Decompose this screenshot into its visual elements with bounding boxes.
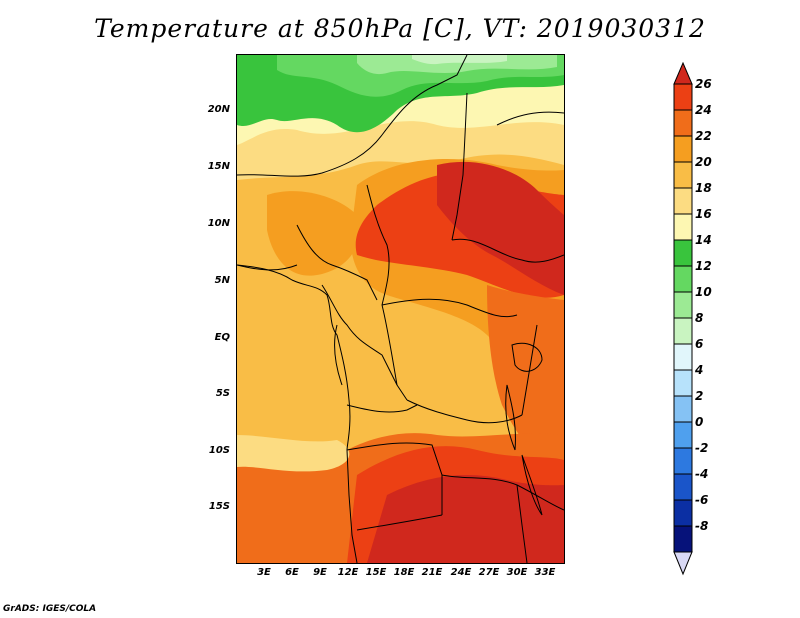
colorbar-top-arrow xyxy=(673,62,693,85)
lon-label-12e: 12E xyxy=(337,567,359,578)
lon-label-24e: 24E xyxy=(450,567,472,578)
colorbar-swatch xyxy=(673,135,693,163)
lat-label-10n: 10N xyxy=(207,218,230,229)
field-south-core xyxy=(367,475,564,563)
lake-outlines xyxy=(505,342,543,516)
field-east-orange xyxy=(487,285,564,475)
colorbar-swatch xyxy=(673,239,693,267)
colorbar-level-label: 26 xyxy=(695,77,712,91)
map-panel xyxy=(236,54,565,564)
footer-credit: GrADS: IGES/COLA xyxy=(3,604,97,614)
colorbar-level-label: 0 xyxy=(695,415,704,429)
colorbar-graphic xyxy=(673,62,693,576)
lon-label-33e: 33E xyxy=(534,567,556,578)
lat-label-eq: EQ xyxy=(214,332,230,343)
colorbar-level-label: 16 xyxy=(695,207,712,221)
colorbar-swatch xyxy=(673,395,693,423)
lon-label-6e: 6E xyxy=(285,567,299,578)
colorbar-swatch xyxy=(673,473,693,501)
colorbar-swatch xyxy=(673,109,693,137)
lat-label-20n: 20N xyxy=(207,104,230,115)
colorbar-swatch xyxy=(673,343,693,371)
lon-label-30e: 30E xyxy=(506,567,528,578)
colorbar-swatch xyxy=(673,499,693,527)
lat-label-5n: 5N xyxy=(214,275,230,286)
field-green-palest xyxy=(412,55,507,65)
colorbar-swatch xyxy=(673,187,693,215)
colorbar-swatch xyxy=(673,447,693,475)
colorbar-level-label: 12 xyxy=(695,259,712,273)
colorbar-level-label: 18 xyxy=(695,181,712,195)
colorbar-swatch xyxy=(673,317,693,345)
colorbar-swatch xyxy=(673,213,693,241)
colorbar-swatch xyxy=(673,265,693,293)
colorbar-level-label: 22 xyxy=(695,129,712,143)
colorbar-swatch xyxy=(673,421,693,449)
political-borders xyxy=(237,55,564,563)
lon-label-15e: 15E xyxy=(365,567,387,578)
field-west-orange xyxy=(267,191,360,276)
lat-label-10s: 10S xyxy=(208,445,230,456)
lon-label-9e: 9E xyxy=(313,567,327,578)
colorbar-swatch xyxy=(673,161,693,189)
colorbar-level-label: 14 xyxy=(695,233,712,247)
colorbar-level-label: -4 xyxy=(695,467,709,481)
colorbar-swatch xyxy=(673,525,693,553)
colorbar-level-label: 4 xyxy=(695,363,704,377)
coastline xyxy=(237,264,351,451)
colorbar-bottom-arrow xyxy=(673,551,693,576)
colorbar-level-label: 6 xyxy=(695,337,704,351)
lat-label-15s: 15S xyxy=(208,501,230,512)
lon-label-18e: 18E xyxy=(393,567,415,578)
lat-label-15n: 15N xyxy=(207,161,230,172)
colorbar-level-label: 24 xyxy=(695,103,712,117)
lon-label-21e: 21E xyxy=(421,567,443,578)
lon-label-3e: 3E xyxy=(257,567,271,578)
colorbar-level-label: 10 xyxy=(695,285,712,299)
colorbar-level-label: -8 xyxy=(695,519,709,533)
colorbar-level-label: 8 xyxy=(695,311,704,325)
map-title: Temperature at 850hPa [C], VT: 201903031… xyxy=(94,14,706,43)
colorbar-level-label: 20 xyxy=(695,155,712,169)
colorbar-swatch xyxy=(673,291,693,319)
field-ocean-pale xyxy=(237,435,350,472)
colorbar-level-label: -6 xyxy=(695,493,709,507)
colorbar-level-label: -2 xyxy=(695,441,709,455)
lat-label-5s: 5S xyxy=(215,388,230,399)
colorbar-level-label: 2 xyxy=(695,389,704,403)
colorbar-swatch xyxy=(673,83,693,111)
colorbar-swatch xyxy=(673,369,693,397)
lon-label-27e: 27E xyxy=(478,567,500,578)
